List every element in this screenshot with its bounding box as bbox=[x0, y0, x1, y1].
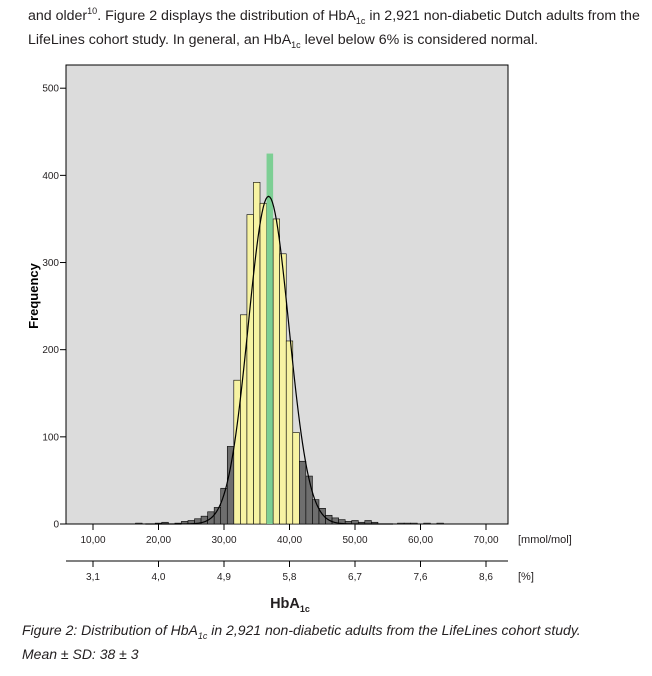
intro-paragraph: and older10. Figure 2 displays the distr… bbox=[28, 4, 648, 52]
histogram-bar bbox=[246, 214, 254, 525]
histogram-bar bbox=[410, 522, 418, 525]
histogram-bar bbox=[266, 153, 274, 524]
histogram-bar bbox=[135, 522, 143, 525]
y-tick-label: 100 bbox=[42, 432, 59, 443]
intro-line-2: LifeLines cohort study. In general, an H… bbox=[28, 28, 648, 52]
subscript: 1c bbox=[291, 40, 301, 50]
x-tick-label: 60,00 bbox=[408, 535, 433, 546]
x-tick-label: 3,1 bbox=[86, 572, 100, 583]
y-tick-label: 400 bbox=[42, 171, 59, 182]
histogram-bar bbox=[233, 379, 241, 525]
histogram-bar bbox=[436, 522, 444, 525]
histogram-bar bbox=[299, 460, 307, 525]
subscript: 1c bbox=[197, 631, 208, 641]
y-axis-label: Frequency bbox=[26, 262, 41, 329]
x-axis-unit-mmol: [mmol/mol] bbox=[518, 534, 572, 546]
caption-line-2: Mean ± SD: 38 ± 3 bbox=[22, 646, 139, 662]
histogram-bar bbox=[292, 432, 300, 525]
histogram-bar bbox=[397, 522, 405, 525]
y-tick-label: 0 bbox=[53, 520, 59, 531]
histogram-bar bbox=[423, 522, 431, 525]
histogram-bar bbox=[259, 202, 267, 525]
histogram-bar bbox=[403, 522, 411, 525]
subscript: 1c bbox=[355, 16, 366, 26]
intro-text: and older bbox=[28, 8, 88, 24]
x-tick-label: 30,00 bbox=[211, 535, 236, 546]
reference-superscript[interactable]: 10 bbox=[87, 6, 98, 16]
histogram-bar bbox=[285, 340, 294, 525]
x-tick-label: 10,00 bbox=[80, 535, 105, 546]
x-tick-label: 20,00 bbox=[146, 535, 171, 546]
x-tick-label: 8,6 bbox=[479, 572, 493, 583]
x-tick-label: 50,00 bbox=[342, 535, 367, 546]
intro-text: LifeLines cohort study. In general, an H… bbox=[28, 32, 292, 48]
x-tick-label: 7,6 bbox=[414, 572, 428, 583]
x-tick-label: 70,00 bbox=[473, 535, 498, 546]
x-axis-title: HbA1c bbox=[230, 596, 350, 614]
intro-line-1: and older10. Figure 2 displays the distr… bbox=[28, 4, 648, 28]
histogram-bar bbox=[226, 446, 235, 525]
x-axis-percent: 3,1 4,0 4,9 5,8 6,7 7,6 8,6 [%] bbox=[66, 560, 534, 583]
histogram-bar bbox=[272, 218, 280, 525]
intro-text: level below 6% is considered normal. bbox=[300, 32, 539, 48]
y-tick-label: 200 bbox=[42, 345, 59, 356]
histogram-bar bbox=[305, 475, 313, 525]
x-tick-label: 5,8 bbox=[283, 572, 297, 583]
x-tick-label: 4,9 bbox=[217, 572, 231, 583]
y-tick-label: 500 bbox=[42, 84, 59, 95]
histogram-bars bbox=[135, 153, 444, 525]
x-tick-label: 6,7 bbox=[348, 572, 362, 583]
normal-curve bbox=[145, 195, 393, 525]
x-axis-unit-percent: [%] bbox=[518, 571, 534, 583]
x-axis-mmol: 10,00 20,00 30,00 40,00 50,00 60,00 70,00 [mmol… bbox=[80, 524, 572, 546]
caption-text: Figure 2: Distribution of HbA bbox=[22, 622, 198, 638]
figure-caption: Figure 2: Distribution of HbA1c in 2,921… bbox=[22, 618, 642, 666]
y-axis: 0 100 200 300 400 500 bbox=[42, 84, 66, 531]
intro-text: in 2,921 non-diabetic Dutch adults from … bbox=[365, 8, 640, 24]
caption-text: in 2,921 non-diabetic adults from the Li… bbox=[207, 622, 581, 638]
x-axis-title-text: HbA bbox=[270, 596, 300, 612]
caption-line-1: Figure 2: Distribution of HbA1c in 2,921… bbox=[22, 618, 642, 642]
x-tick-label: 4,0 bbox=[152, 572, 166, 583]
x-tick-label: 40,00 bbox=[277, 535, 302, 546]
y-tick-label: 300 bbox=[42, 258, 59, 269]
subscript: 1c bbox=[299, 604, 310, 614]
intro-text: . Figure 2 displays the distribution of … bbox=[97, 8, 356, 24]
